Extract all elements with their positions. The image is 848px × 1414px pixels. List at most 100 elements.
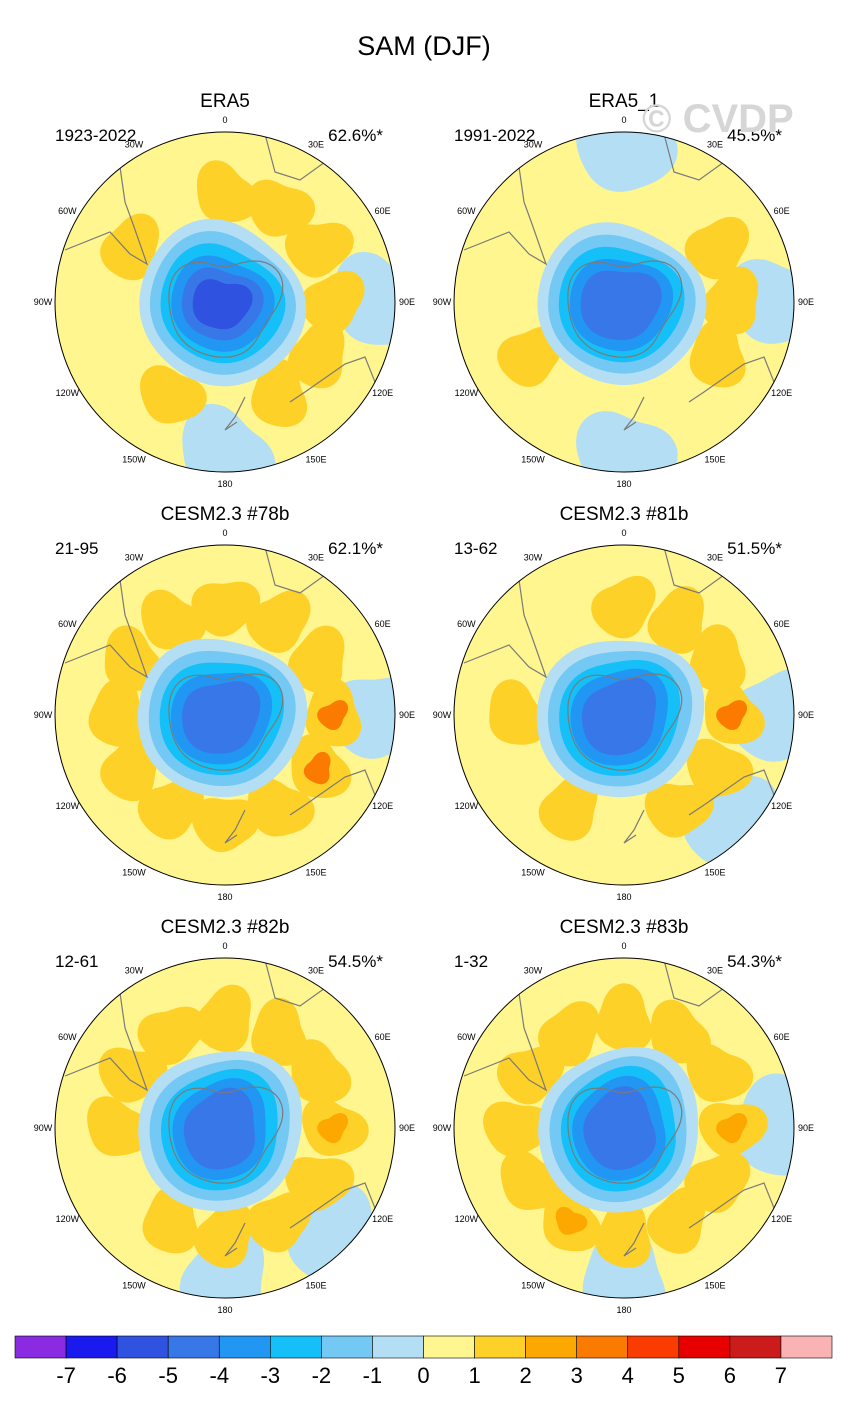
- longitude-label: 90E: [798, 297, 814, 307]
- longitude-label: 120W: [56, 1214, 80, 1224]
- negative-anomaly-patch: [734, 1073, 794, 1176]
- new-zealand-outline: [224, 1222, 246, 1257]
- longitude-label: 90W: [433, 710, 452, 720]
- negative-anomaly-patch: [576, 132, 678, 192]
- positive-anomaly-lobe: [87, 1096, 153, 1156]
- panel-variance: 51.5%*: [727, 539, 782, 558]
- positive-anomaly-lobe: [647, 586, 704, 654]
- positive-anomaly-lobe: [251, 358, 308, 427]
- longitude-label: 180: [217, 892, 232, 902]
- longitude-label: 150W: [521, 868, 545, 878]
- longitude-label: 30W: [125, 139, 144, 149]
- longitude-label: 30W: [125, 965, 144, 975]
- positive-anomaly-lobe: [288, 625, 345, 694]
- positive-anomaly-lobe: [137, 778, 204, 840]
- south-america-outline: [463, 992, 548, 1092]
- longitude-label: 150W: [122, 455, 146, 465]
- colorbar-label: -7: [56, 1363, 76, 1388]
- positive-anomaly-lobe: [141, 589, 207, 650]
- map-panel: ERA5_1 1991-2022 45.5%* 0 30E 60E 90E 120E 150E 1…: [433, 91, 814, 489]
- longitude-label: 180: [217, 479, 232, 489]
- map-field: [454, 132, 794, 472]
- map-field: [454, 958, 794, 1298]
- map-field: [454, 545, 794, 885]
- colorbar-label: 5: [673, 1363, 685, 1388]
- negative-anomaly-patch: [182, 403, 276, 472]
- longitude-label: 90E: [798, 710, 814, 720]
- longitude-label: 60E: [375, 1032, 391, 1042]
- antarctica-outline: [567, 1086, 683, 1184]
- map-boundary: [453, 957, 795, 1299]
- colorbar-box: [65, 1335, 118, 1359]
- positive-anomaly-lobe: [137, 1006, 205, 1065]
- longitude-label: 150W: [521, 455, 545, 465]
- longitude-label: 30W: [524, 139, 543, 149]
- longitude-label: 30E: [707, 965, 723, 975]
- panel-period: 1991-2022: [454, 126, 535, 145]
- panel-title: CESM2.3 #82b: [161, 917, 290, 938]
- map-panel: CESM2.3 #78b 21-95 62.1%* 0 30E 60E 90E 120E 150…: [34, 504, 415, 902]
- map-boundary: [54, 544, 396, 886]
- panel-title: CESM2.3 #78b: [161, 504, 290, 525]
- longitude-label: 120E: [372, 1214, 393, 1224]
- longitude-label: 60E: [774, 206, 790, 216]
- south-america-outline: [64, 166, 149, 266]
- map-field: [55, 958, 395, 1298]
- positive-anomaly-lobe: [689, 624, 746, 693]
- map-boundary: [54, 957, 396, 1299]
- positive-anomaly-lobe: [701, 266, 758, 335]
- positive-anomaly-lobe: [538, 1001, 600, 1067]
- longitude-label: 60W: [58, 619, 77, 629]
- colorbar-label: 2: [519, 1363, 531, 1388]
- antarctica-outline: [168, 673, 284, 771]
- positive-anomaly-lobe: [196, 160, 259, 223]
- negative-anomaly-level: [583, 1086, 656, 1170]
- colorbar-box: [729, 1335, 782, 1359]
- positive-anomaly-core: [555, 1206, 588, 1235]
- longitude-label: 150W: [122, 868, 146, 878]
- positive-anomaly-lobe: [100, 213, 159, 281]
- longitude-label: 60W: [58, 206, 77, 216]
- positive-anomaly-lobe: [646, 1187, 706, 1254]
- panel-variance: 45.5%*: [727, 126, 782, 145]
- colorbar: -7 -6 -5 -4 -3 -2 -1 0 1 2 3 4 5 6 7: [14, 1335, 833, 1388]
- negative-anomaly-level: [580, 270, 662, 341]
- longitude-label: 60E: [774, 1032, 790, 1042]
- colorbar-box: [218, 1335, 271, 1359]
- positive-anomaly-lobe: [88, 678, 144, 747]
- positive-anomaly-core: [317, 1113, 348, 1143]
- longitude-label: 120E: [372, 801, 393, 811]
- positive-anomaly-lobe: [193, 1201, 253, 1269]
- positive-anomaly-lobe: [497, 1046, 565, 1105]
- colorbar-box: [576, 1335, 629, 1359]
- positive-anomaly-lobe: [194, 984, 251, 1053]
- positive-anomaly-lobe: [489, 679, 548, 745]
- new-zealand-outline: [623, 809, 645, 844]
- positive-anomaly-core: [716, 700, 747, 730]
- longitude-label: 120E: [771, 1214, 792, 1224]
- map-panel: CESM2.3 #81b 13-62 51.5%* 0 30E 60E 90E 120E 150…: [433, 504, 814, 902]
- longitude-label: 120W: [56, 388, 80, 398]
- panel-period: 21-95: [55, 539, 98, 558]
- longitude-label: 180: [616, 892, 631, 902]
- colorbar-box: [525, 1335, 577, 1359]
- positive-anomaly-lobe: [247, 179, 316, 237]
- figure-title: SAM (DJF): [357, 31, 490, 61]
- colorbar-box: [474, 1335, 526, 1359]
- positive-anomaly-lobe: [591, 575, 656, 639]
- longitude-label: 90W: [433, 297, 452, 307]
- longitude-label: 60W: [457, 206, 476, 216]
- colorbar-box: [167, 1335, 220, 1359]
- positive-anomaly-core: [317, 700, 348, 730]
- new-zealand-outline: [623, 1222, 645, 1257]
- panel-title: CESM2.3 #81b: [560, 504, 689, 525]
- positive-anomaly-lobe: [245, 1191, 312, 1253]
- colorbar-label: -4: [210, 1363, 230, 1388]
- colorbar-label: -3: [261, 1363, 281, 1388]
- longitude-label: 30W: [524, 965, 543, 975]
- longitude-label: 90E: [399, 297, 415, 307]
- longitude-label: 60E: [774, 619, 790, 629]
- longitude-label: 120W: [455, 801, 479, 811]
- new-zealand-outline: [224, 396, 246, 431]
